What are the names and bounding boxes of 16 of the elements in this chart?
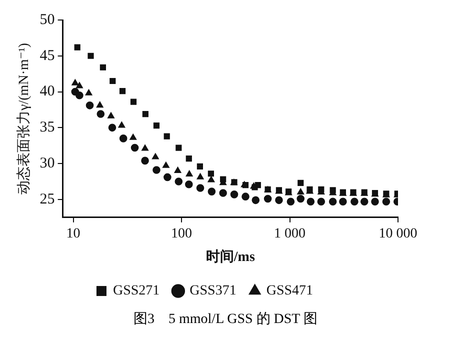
y-tick-label: 40 (40, 84, 55, 100)
x-tick-label: 10 (66, 226, 80, 242)
y-tick-label: 50 (40, 12, 55, 28)
y-tick-label: 45 (40, 48, 55, 64)
y-axis-title: 动态表面张力γ/(mN·m⁻¹) (16, 42, 32, 194)
legend-label: GSS271 (112, 284, 160, 299)
x-axis-title: 时间/ms (206, 249, 256, 266)
caption: 图3 5 mmol/L GSS 的 DST 图 (132, 311, 318, 328)
y-tick-label: 25 (40, 191, 55, 208)
x-tick-label: 100 (171, 226, 192, 242)
x-tick-label: 10 000 (378, 226, 418, 242)
y-tick-label: 30 (40, 156, 55, 172)
y-tick-label: 35 (40, 120, 55, 136)
x-tick-label: 1 000 (274, 226, 306, 242)
legend-label: GSS371 (190, 284, 236, 299)
legend-label: GSS471 (266, 284, 314, 299)
